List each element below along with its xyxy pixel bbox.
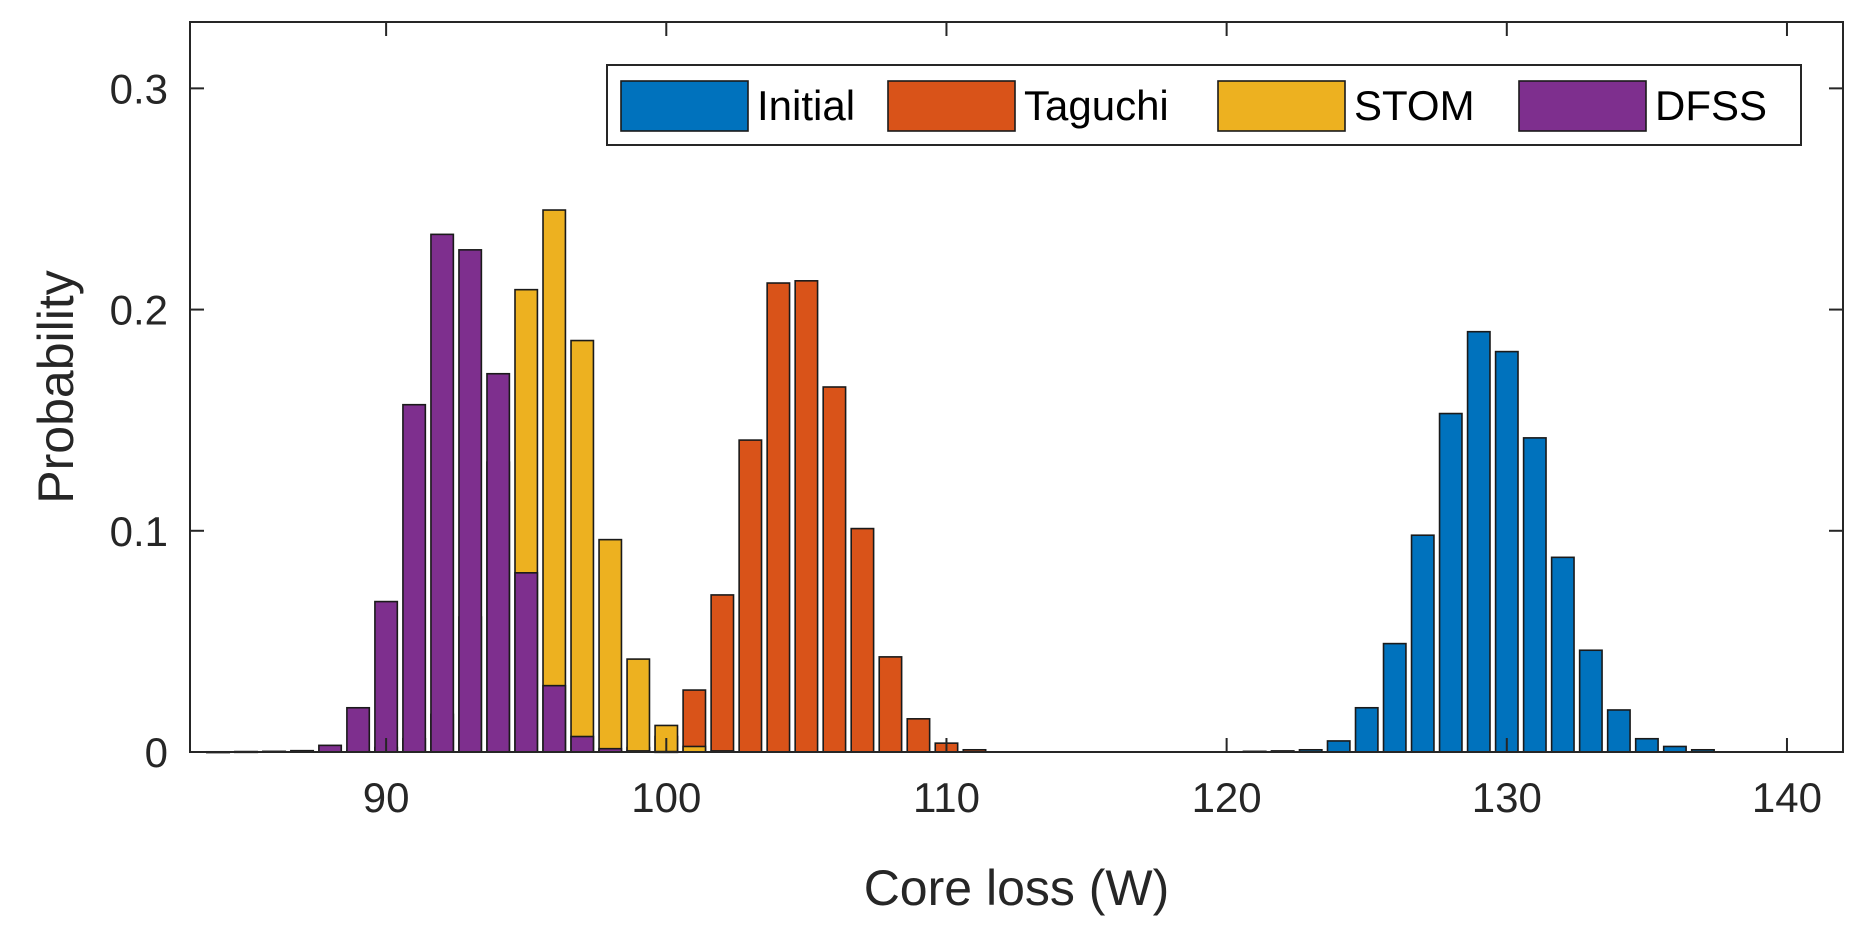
- bar-taguchi: [766, 282, 791, 753]
- bar-dfss: [430, 233, 455, 753]
- x-tick-label: 110: [913, 774, 980, 821]
- bar-taguchi: [822, 386, 847, 753]
- legend-label-dfss: DFSS: [1655, 82, 1767, 129]
- bar-dfss: [486, 372, 511, 753]
- bar-initial: [1382, 642, 1407, 753]
- legend-label-stom: STOM: [1354, 82, 1475, 129]
- bar-initial: [1438, 412, 1463, 753]
- legend-swatch-stom: [1217, 80, 1346, 132]
- bar-stom: [542, 209, 567, 753]
- bar-dfss: [374, 600, 399, 753]
- x-tick-label: 130: [1472, 774, 1542, 821]
- bar-initial: [1578, 649, 1603, 753]
- bar-dfss: [514, 572, 539, 753]
- legend-label-taguchi: Taguchi: [1024, 82, 1169, 129]
- bar-initial: [1634, 737, 1659, 753]
- x-tick-label: 100: [631, 774, 701, 821]
- bar-dfss: [346, 706, 371, 753]
- bar-initial: [1550, 556, 1575, 753]
- bar-initial: [1494, 350, 1519, 753]
- y-axis-title: Probability: [28, 270, 84, 503]
- bar-taguchi: [906, 718, 931, 753]
- y-tick-label: 0.3: [110, 65, 168, 112]
- ticks-layer: [190, 22, 1843, 753]
- bar-stom: [570, 339, 595, 753]
- y-tick-label: 0.1: [110, 508, 168, 555]
- bar-initial: [1326, 740, 1351, 753]
- x-tick-label: 140: [1752, 774, 1822, 821]
- bar-initial: [1410, 534, 1435, 753]
- bar-dfss: [542, 684, 567, 753]
- axes-box: [189, 21, 1844, 753]
- bar-taguchi: [794, 280, 819, 753]
- bar-taguchi: [738, 439, 763, 753]
- bar-taguchi: [878, 656, 903, 753]
- bar-initial: [1354, 706, 1379, 753]
- bar-dfss: [458, 249, 483, 753]
- x-tick-label: 120: [1192, 774, 1262, 821]
- legend-swatch-initial: [620, 80, 749, 132]
- bar-dfss: [570, 735, 595, 753]
- y-tick-label: 0: [145, 729, 168, 776]
- bar-taguchi: [682, 689, 707, 753]
- x-tick-label: 90: [363, 774, 410, 821]
- legend-label-initial: Initial: [757, 82, 855, 129]
- legend-swatch-taguchi: [887, 80, 1016, 132]
- bar-taguchi: [850, 527, 875, 753]
- x-axis-title: Core loss (W): [864, 860, 1170, 916]
- bar-stom: [626, 658, 651, 753]
- bar-initial: [1606, 709, 1631, 753]
- bar-dfss: [402, 403, 427, 753]
- bar-initial: [1466, 330, 1491, 753]
- bar-initial: [1522, 437, 1547, 753]
- legend-swatch-dfss: [1518, 80, 1647, 132]
- bar-stom: [598, 538, 623, 753]
- legend: Initial Taguchi STOM DFSS: [606, 64, 1802, 146]
- bar-taguchi: [710, 594, 735, 753]
- legend-items: Initial Taguchi STOM DFSS: [620, 80, 1767, 132]
- y-tick-label: 0.2: [110, 287, 168, 334]
- tick-labels-layer: 90 100 110 120 130 140 0 0.1 0.2 0.3: [110, 65, 1822, 821]
